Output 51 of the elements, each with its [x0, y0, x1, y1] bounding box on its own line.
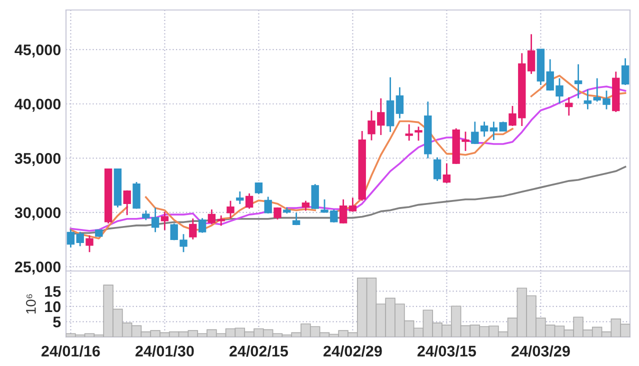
- x-tick-label: 24/02/15: [230, 345, 288, 357]
- candlestick: [123, 190, 131, 216]
- x-tick-label: 24/02/29: [324, 345, 382, 357]
- y-tick-label: 10: [45, 301, 61, 312]
- y-tick-label: 45,000: [14, 44, 61, 58]
- candlestick: [499, 120, 507, 132]
- candlestick: [264, 196, 272, 214]
- x-tick-label: 24/03/15: [418, 345, 476, 357]
- candlestick: [339, 198, 348, 224]
- candlestick: [302, 200, 310, 212]
- candlestick: [574, 64, 582, 100]
- candlestick: [442, 162, 451, 184]
- candlestick: [198, 217, 206, 234]
- candlestick: [208, 208, 216, 225]
- candlestick: [217, 214, 225, 226]
- candlestick: [66, 228, 75, 248]
- candlestick: [396, 86, 404, 119]
- candlestick: [292, 212, 300, 226]
- y-tick-label: 25,000: [14, 262, 61, 275]
- candlestick: [274, 206, 282, 220]
- candlestick: [245, 192, 254, 210]
- x-tick-label: 24/03/29: [512, 345, 570, 357]
- candlestick: [151, 207, 160, 233]
- x-tick-label: 24/01/30: [136, 345, 194, 357]
- y-tick-label: 15: [45, 286, 61, 297]
- candlestick: [236, 190, 244, 205]
- candlestick: [132, 181, 140, 210]
- candlestick: [565, 96, 573, 116]
- candlestick: [189, 218, 197, 240]
- y-tick-label: 5: [53, 316, 61, 328]
- candlestick: [226, 200, 234, 220]
- candlestick: [348, 197, 357, 212]
- candlestick: [490, 120, 498, 141]
- candlestick: [405, 124, 413, 142]
- candlestick: [433, 156, 442, 182]
- y-axis-title: 10⁶: [26, 294, 36, 314]
- candlestick: [480, 120, 488, 138]
- candlestick: [584, 88, 592, 110]
- y-tick-label: 40,000: [14, 98, 61, 112]
- candlestick: [471, 120, 479, 145]
- candlestick: [86, 234, 94, 253]
- x-tick-label: 24/01/16: [42, 345, 100, 357]
- y-tick-label: 30,000: [14, 207, 61, 220]
- candlestick: [160, 211, 169, 231]
- candlestick: [311, 183, 319, 210]
- y-tick-label: 35,000: [14, 153, 61, 166]
- candlestick: [621, 58, 630, 86]
- candlestick: [76, 231, 84, 247]
- candlestick: [414, 126, 422, 142]
- candlestick: [527, 34, 536, 75]
- candlestick: [142, 210, 150, 221]
